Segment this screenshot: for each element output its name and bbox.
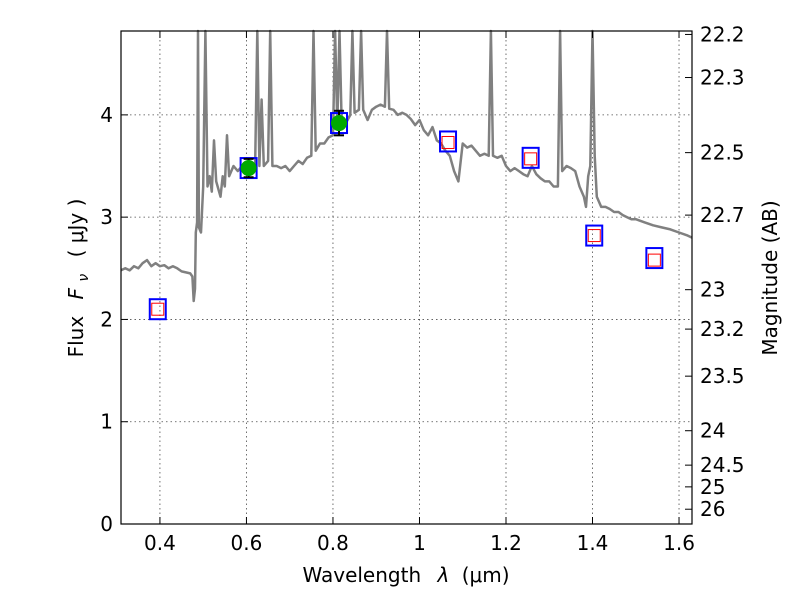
- y-axis-subscript: ν: [76, 274, 92, 282]
- magnitude-tick-label: 23: [700, 278, 725, 302]
- plot-area: [120, 29, 693, 321]
- observed-box-marker: [521, 146, 540, 169]
- y-tick-label: 4: [100, 103, 113, 127]
- x-axis-title: Wavelength λ (μm): [302, 563, 509, 587]
- model-box-marker: [151, 302, 165, 316]
- model-box-marker: [587, 229, 601, 243]
- detection-point: [240, 160, 257, 177]
- y-axis-label: Flux: [64, 316, 88, 358]
- x-axis-symbol: λ: [437, 563, 450, 587]
- x-tick-label: 1.6: [663, 531, 695, 555]
- magnitude-tick-label: 23.2: [700, 317, 745, 341]
- x-tick-label: 1: [413, 531, 426, 555]
- x-axis-label: Wavelength: [302, 563, 421, 587]
- y-axis-symbol: F: [64, 287, 88, 299]
- model-sed-line: [120, 29, 693, 303]
- model-box-marker: [524, 152, 538, 166]
- y-tick-label: 2: [100, 307, 113, 331]
- observed-box-marker: [148, 298, 167, 321]
- magnitude-tick-label: 24.5: [700, 453, 745, 477]
- x-tick-label: 0.4: [144, 531, 176, 555]
- magnitude-tick-label: 22.5: [700, 141, 745, 165]
- magnitude-tick-label: 26: [700, 497, 725, 521]
- magnitude-tick-label: 25: [700, 475, 725, 499]
- x-tick-label: 0.8: [317, 531, 349, 555]
- x-tick-label: 0.6: [231, 531, 263, 555]
- magnitude-tick-label: 23.5: [700, 364, 745, 388]
- detection-point: [331, 115, 348, 132]
- magnitude-axis-title: Magnitude (AB): [758, 200, 782, 355]
- x-tick-label: 1.2: [490, 531, 522, 555]
- magnitude-tick-label: 24: [700, 419, 725, 443]
- observed-box-marker: [439, 130, 458, 153]
- y-tick-label: 3: [100, 205, 113, 229]
- y-tick-label: 0: [100, 512, 113, 536]
- model-box-marker: [441, 135, 455, 149]
- magnitude-tick-label: 22.2: [700, 22, 745, 46]
- observed-box-marker: [585, 224, 604, 247]
- plot-frame: [120, 30, 693, 525]
- y-tick-label: 1: [100, 410, 113, 434]
- y-axis-unit: ( μJy ): [64, 199, 88, 258]
- grid: [121, 31, 692, 524]
- x-tick-label: 1.4: [577, 531, 609, 555]
- axes: 0.4 0.6 0.8 1 1.2 1.4 1.60123422.222.322.522.7…: [100, 22, 744, 555]
- observed-box-marker: [645, 247, 664, 270]
- x-axis-unit: (μm): [462, 563, 510, 587]
- magnitude-tick-label: 22.7: [700, 203, 745, 227]
- y-axis-title: Flux F ν ( μJy ): [64, 199, 93, 358]
- magnitude-tick-label: 22.3: [700, 66, 745, 90]
- model-box-marker: [647, 253, 661, 267]
